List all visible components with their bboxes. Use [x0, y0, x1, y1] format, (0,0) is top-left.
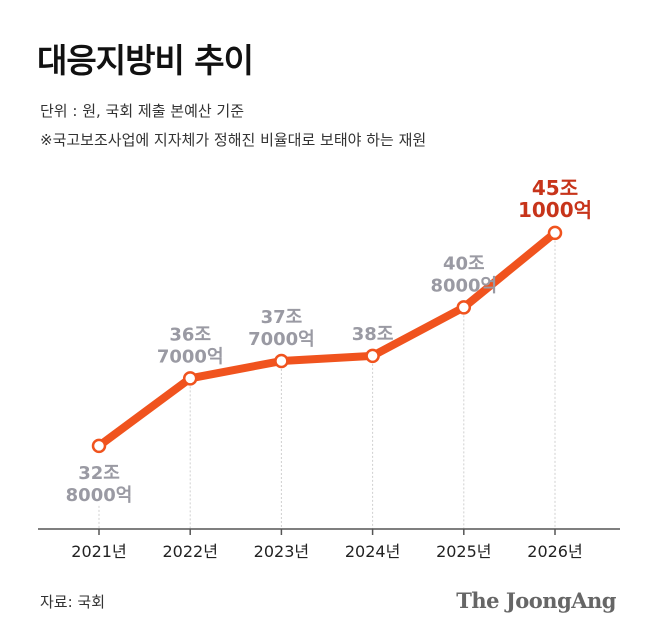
data-label: 45조 [532, 176, 578, 200]
x-tick-label: 2026년 [527, 542, 582, 561]
data-point [91, 438, 107, 454]
data-point [547, 225, 563, 241]
data-label: 7000억 [248, 329, 315, 350]
data-label: 7000억 [157, 346, 224, 367]
x-tick-label: 2023년 [254, 542, 309, 561]
data-label: 8000억 [430, 275, 497, 296]
brand-logo: The JoongAng [456, 588, 616, 613]
data-point [456, 300, 472, 315]
series-line [95, 228, 559, 450]
x-tick-label: 2021년 [71, 542, 126, 561]
source-note: 자료: 국회 [40, 593, 106, 611]
chart-title: 대응지방비 추이 [37, 41, 254, 80]
x-tick-label: 2022년 [162, 542, 217, 561]
data-label: 1000억 [518, 198, 592, 222]
data-label: 32조 [78, 463, 120, 484]
data-label: 40조 [443, 253, 485, 274]
x-tick-label: 2024년 [345, 542, 400, 561]
footnote: ※국고보조사업에 지자체가 정해진 비율대로 보태야 하는 재원 [40, 131, 427, 149]
unit-note: 단위 : 원, 국회 제출 본예산 기준 [40, 102, 245, 120]
x-tick-label: 2025년 [436, 542, 491, 561]
data-label: 8000억 [66, 485, 133, 506]
data-label: 37조 [261, 307, 303, 328]
data-point [365, 348, 380, 364]
data-label: 36조 [169, 324, 211, 345]
data-point [182, 371, 198, 386]
data-label: 38조 [352, 324, 394, 345]
data-point [274, 353, 289, 369]
